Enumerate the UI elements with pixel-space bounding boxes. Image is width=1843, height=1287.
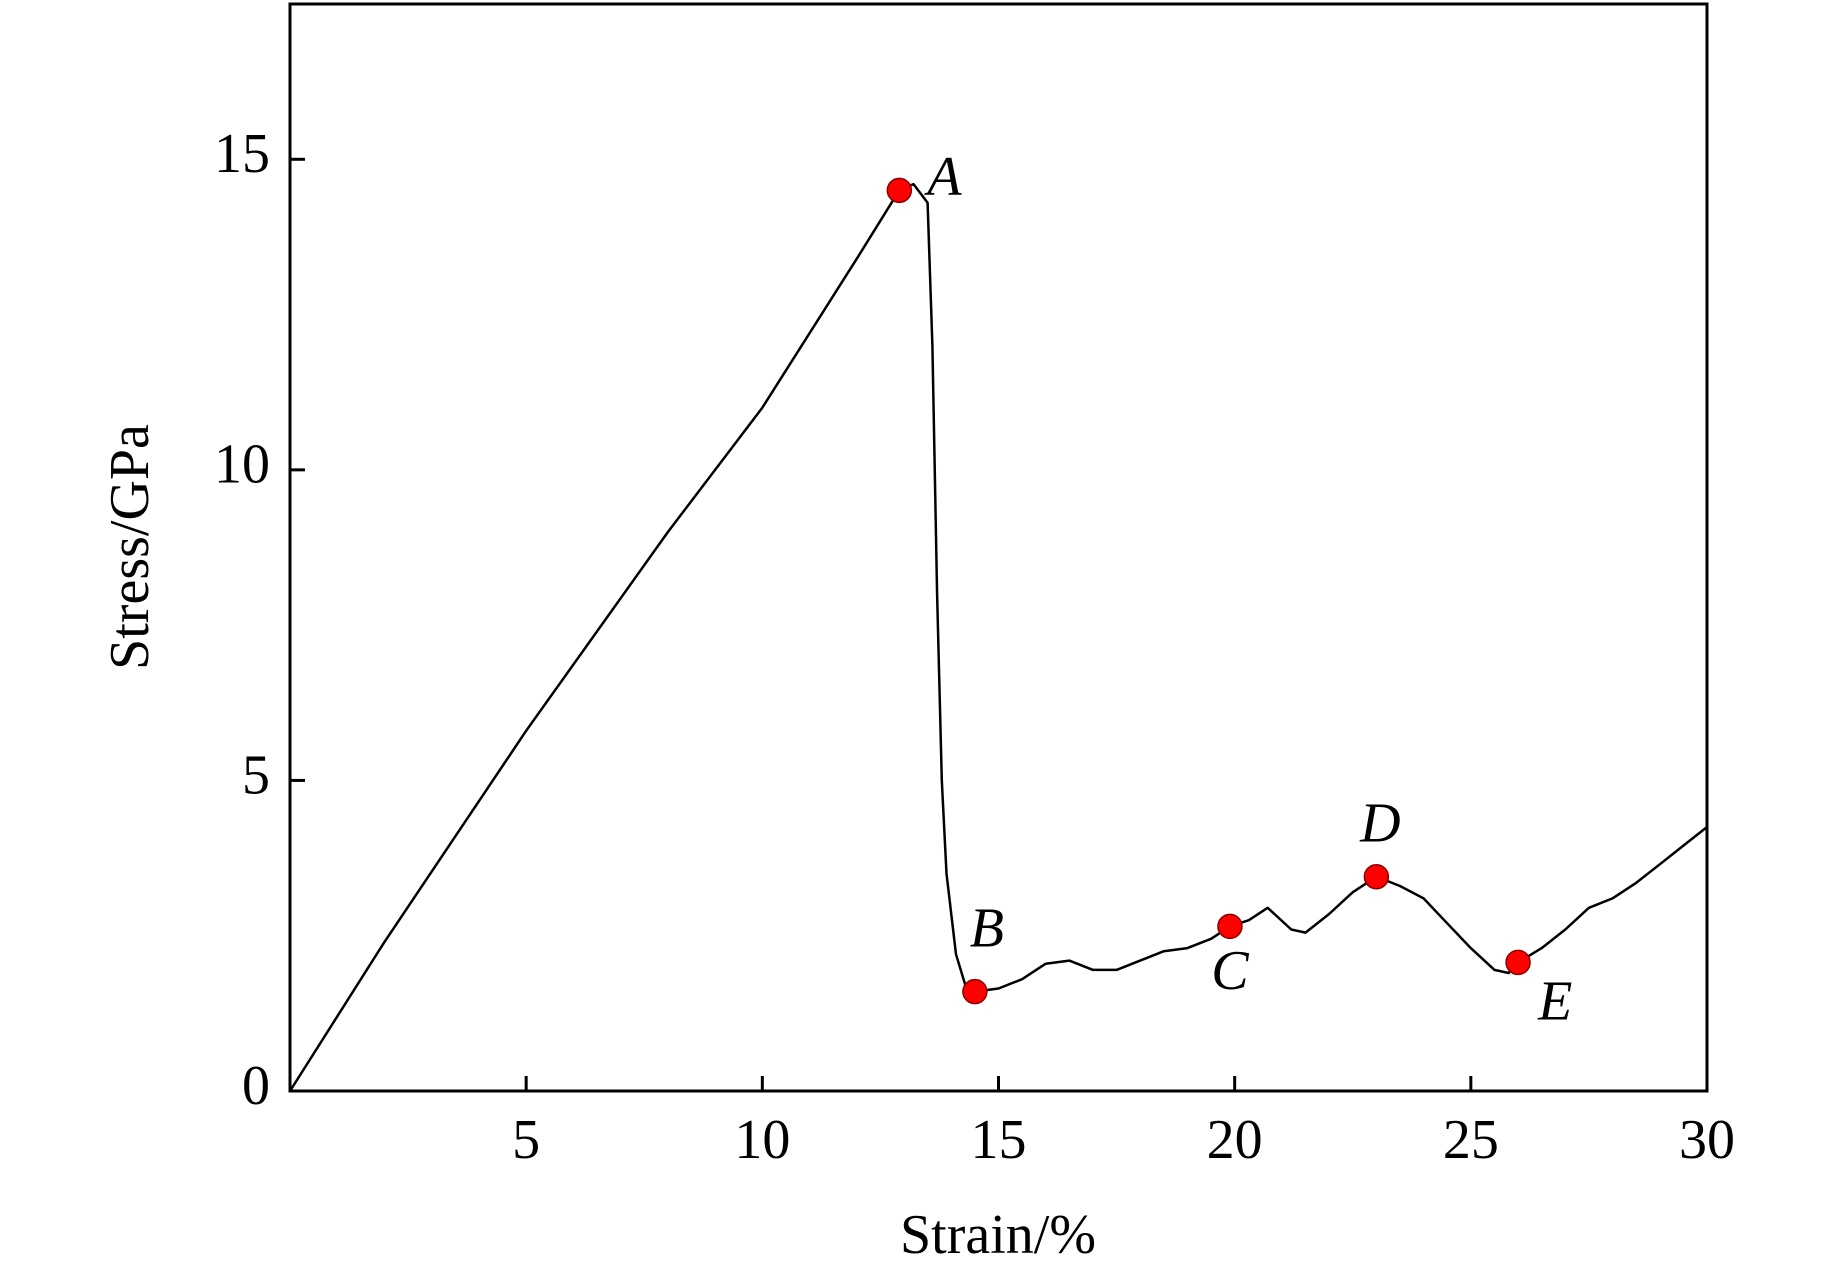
y-tick-label: 15 [214, 123, 270, 185]
x-tick-label: 20 [1207, 1109, 1263, 1171]
point-marker [1505, 949, 1531, 976]
x-tick-label: 5 [512, 1109, 540, 1171]
y-tick-label: 5 [242, 744, 270, 806]
x-tick-label: 30 [1679, 1109, 1735, 1171]
point-marker [1363, 863, 1390, 890]
point-marker [1217, 913, 1243, 940]
point-label: E [1537, 970, 1572, 1032]
y-tick-label: 10 [214, 434, 270, 496]
point-marker [962, 978, 988, 1005]
point-label: C [1211, 940, 1249, 1002]
y-axis-title: Stress/GPa [99, 424, 161, 670]
point-label: D [1359, 793, 1400, 855]
point-label: B [970, 897, 1004, 959]
x-tick-label: 25 [1443, 1109, 1499, 1171]
x-tick-label: 10 [734, 1109, 790, 1171]
x-tick-label: 15 [971, 1109, 1027, 1171]
point-marker [886, 177, 913, 204]
y-tick-label: 0 [242, 1055, 270, 1117]
x-axis-title: Strain/% [900, 1204, 1096, 1266]
point-label: A [923, 146, 962, 208]
